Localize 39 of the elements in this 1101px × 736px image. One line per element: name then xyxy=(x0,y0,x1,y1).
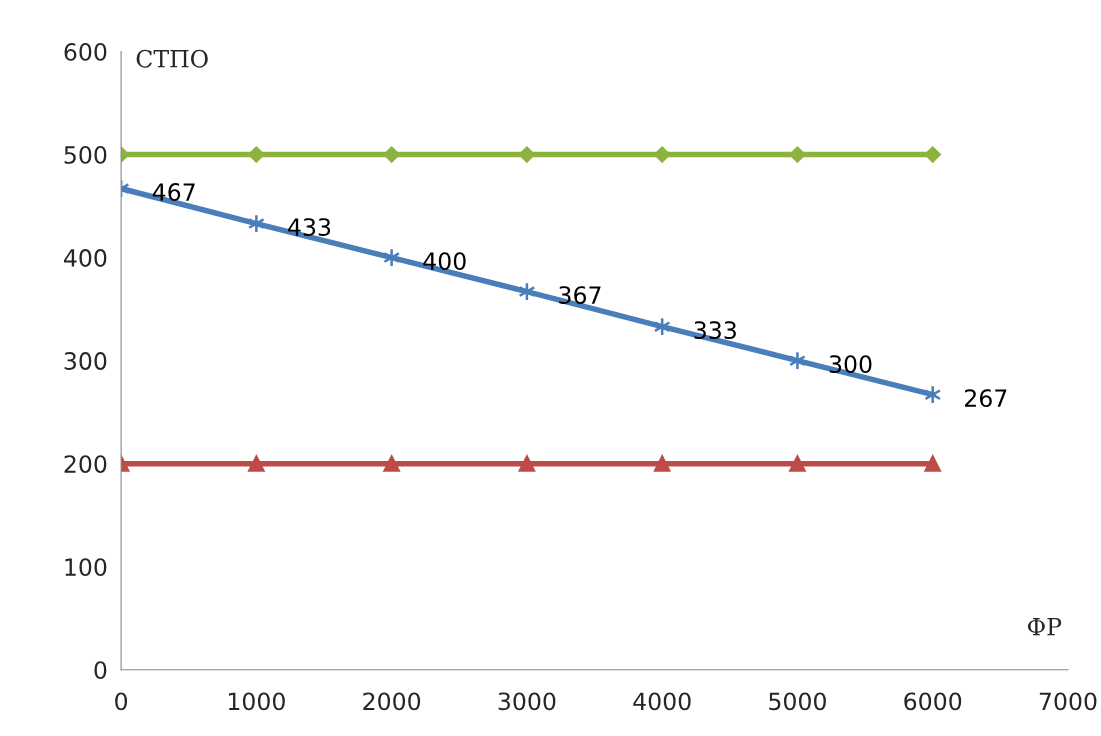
x-tick-label: 0 xyxy=(115,692,128,711)
x-tick-label: 2000 xyxy=(363,692,421,711)
y-tick-label: 200 xyxy=(64,455,107,473)
point xyxy=(248,455,265,472)
point xyxy=(518,455,536,472)
point xyxy=(924,146,941,163)
data-label: 400 xyxy=(423,252,466,271)
point xyxy=(383,455,400,472)
data-label: 433 xyxy=(288,218,331,236)
y-tick-label: 500 xyxy=(64,146,107,164)
data-label: 267 xyxy=(964,389,1007,408)
y-tick-label: 400 xyxy=(64,249,107,267)
x-tick-label: 5000 xyxy=(769,692,826,711)
y-tick-label: 300 xyxy=(64,352,107,370)
x-tick-label: 4000 xyxy=(633,692,691,711)
point xyxy=(924,385,942,405)
data-label: 300 xyxy=(829,355,872,374)
point xyxy=(789,455,806,472)
x-tick-label: 3000 xyxy=(498,692,556,711)
y-tick-label: 0 xyxy=(94,661,107,680)
data-label: 467 xyxy=(152,183,195,201)
x-tick-label: 1000 xyxy=(228,692,285,711)
y-tick-label: 600 xyxy=(64,42,107,61)
point xyxy=(788,351,806,371)
point xyxy=(653,455,671,472)
x-axis-title: ФР xyxy=(1027,617,1062,636)
point xyxy=(924,455,941,472)
point xyxy=(654,146,671,163)
x-tick-label: 7000 xyxy=(1039,692,1097,711)
y-axis-title: СТПО xyxy=(136,49,208,68)
point xyxy=(383,146,400,163)
point xyxy=(248,146,265,163)
data-label: 333 xyxy=(694,321,736,340)
point xyxy=(383,248,401,268)
x-tick-label: 6000 xyxy=(904,692,962,711)
data-label: 367 xyxy=(559,286,601,305)
point xyxy=(789,146,806,163)
y-tick-label: 100 xyxy=(65,558,107,577)
point xyxy=(247,214,265,234)
